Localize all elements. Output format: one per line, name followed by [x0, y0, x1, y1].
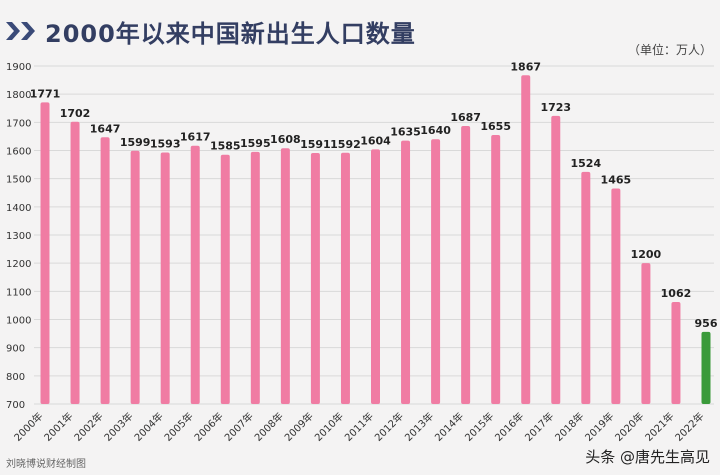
bar: [70, 121, 80, 405]
bar: [280, 148, 290, 404]
bar: [491, 135, 501, 404]
data-label: 1687: [450, 111, 481, 124]
y-tick-label: 1800: [6, 90, 31, 101]
data-label: 1524: [571, 157, 602, 170]
double-chevron-icon: [6, 22, 20, 40]
bar: [190, 145, 200, 404]
x-tick-label: 2017年: [522, 410, 556, 444]
bar: [671, 302, 681, 404]
y-tick-label: 1100: [6, 287, 31, 298]
chart-title: 2000年以来中国新出生人口数量: [45, 20, 416, 48]
bar: [461, 125, 471, 405]
x-tick-label: 2015年: [462, 410, 496, 444]
x-tick-label: 2021年: [642, 410, 676, 444]
x-tick-label: 2001年: [41, 410, 75, 444]
y-tick-label: 800: [6, 372, 25, 383]
y-tick-label: 1400: [6, 203, 31, 214]
data-label: 1723: [540, 101, 571, 114]
bar: [701, 331, 711, 404]
bar: [130, 150, 140, 404]
data-label: 956: [695, 317, 718, 330]
data-label: 1595: [240, 137, 271, 150]
bar: [250, 151, 260, 404]
chart-header: 2000年以来中国新出生人口数量 （单位：万人）: [0, 0, 720, 62]
unit-label: （单位：万人）: [627, 43, 712, 57]
data-label: 1062: [661, 287, 692, 300]
data-label: 1702: [60, 107, 91, 120]
x-tick-label: 2002年: [71, 410, 105, 444]
data-label: 1592: [330, 138, 361, 151]
y-tick-label: 1600: [6, 147, 31, 158]
x-tick-label: 2022年: [672, 410, 706, 444]
y-tick-label: 1300: [6, 231, 31, 242]
x-tick-label: 2000年: [11, 410, 45, 444]
bar: [611, 188, 621, 404]
bar: [521, 75, 531, 405]
y-tick-label: 1900: [6, 62, 31, 73]
x-tick-label: 2019年: [582, 410, 616, 444]
x-tick-label: 2009年: [282, 410, 316, 444]
data-label: 1599: [120, 136, 151, 149]
data-label: 1655: [480, 120, 511, 133]
y-tick-label: 1500: [6, 175, 31, 186]
source-watermark: 头条 @唐先生高见: [585, 448, 710, 466]
data-label: 1604: [360, 134, 391, 147]
bar: [581, 171, 591, 404]
data-label: 1200: [631, 248, 662, 261]
x-tick-label: 2007年: [222, 410, 256, 444]
x-tick-label: 2004年: [131, 410, 165, 444]
data-label: 1585: [210, 140, 241, 153]
data-label: 1617: [180, 131, 211, 144]
x-tick-label: 2018年: [552, 410, 586, 444]
x-tick-label: 2005年: [161, 410, 195, 444]
bar: [40, 102, 50, 405]
x-tick-label: 2011年: [342, 410, 376, 444]
x-tick-label: 2010年: [312, 410, 346, 444]
double-chevron-icon: [21, 22, 35, 40]
data-label: 1867: [510, 60, 541, 73]
x-tick-label: 2006年: [191, 410, 225, 444]
bar: [641, 263, 651, 404]
y-tick-label: 1200: [6, 259, 31, 270]
data-label: 1647: [90, 122, 121, 135]
y-tick-label: 1000: [6, 316, 31, 327]
bar: [310, 153, 320, 404]
bar: [371, 149, 380, 404]
x-tick-label: 2008年: [252, 410, 286, 444]
bar: [220, 154, 230, 404]
y-tick-label: 700: [6, 400, 25, 411]
y-tick-label: 1700: [6, 118, 31, 129]
data-label: 1771: [30, 87, 61, 100]
x-tick-label: 2012年: [372, 410, 406, 444]
bar: [551, 115, 561, 404]
credit-label: 刘晓博说财经制图: [6, 459, 86, 470]
y-tick-label: 900: [6, 344, 25, 355]
x-tick-label: 2016年: [492, 410, 526, 444]
data-label: 1593: [150, 137, 181, 150]
data-label: 1635: [390, 126, 421, 139]
x-tick-label: 2020年: [612, 410, 646, 444]
x-tick-label: 2013年: [402, 410, 436, 444]
bar: [401, 140, 411, 404]
x-tick-label: 2014年: [432, 410, 466, 444]
data-label: 1591: [300, 138, 331, 151]
bar: [340, 152, 350, 404]
bar: [100, 137, 110, 405]
data-label: 1608: [270, 133, 301, 146]
x-tick-label: 2003年: [101, 410, 135, 444]
bar: [431, 139, 441, 404]
bar: [160, 152, 170, 404]
data-label: 1465: [601, 174, 632, 187]
data-label: 1640: [420, 124, 451, 137]
